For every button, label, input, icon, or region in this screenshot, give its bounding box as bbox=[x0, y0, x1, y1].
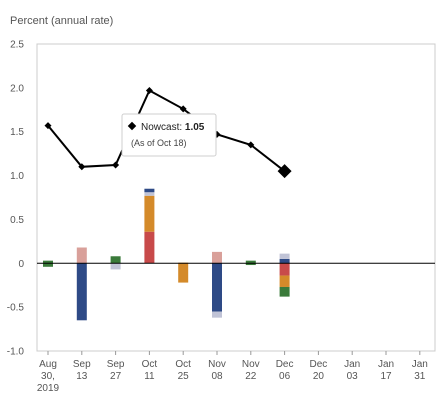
x-tick-label: Sep 27 bbox=[107, 359, 125, 382]
nowcast-tooltip: Nowcast: 1.05 (As of Oct 18) bbox=[121, 113, 217, 157]
tooltip-diamond-icon bbox=[127, 121, 137, 131]
x-tick-label: Jan 03 bbox=[344, 359, 360, 382]
y-tick-label: -1.0 bbox=[7, 347, 25, 358]
tooltip-label: Nowcast: bbox=[141, 122, 185, 133]
tooltip-subtitle: (As of Oct 18) bbox=[131, 138, 187, 148]
tooltip-value: 1.05 bbox=[185, 122, 205, 133]
bar-segment bbox=[110, 263, 121, 270]
x-tick-label: Dec 06 bbox=[276, 359, 294, 382]
x-tick-label: Jan 31 bbox=[412, 359, 428, 382]
x-tick-label: Sep 13 bbox=[73, 359, 91, 382]
line-point-marker bbox=[247, 141, 255, 149]
y-tick-label: -0.5 bbox=[7, 303, 25, 314]
y-tick-label: 2.5 bbox=[10, 40, 24, 51]
nowcast-line bbox=[47, 89, 286, 172]
bar-segment bbox=[279, 253, 290, 259]
bar-segment bbox=[76, 247, 87, 264]
y-tick-label: 1.0 bbox=[10, 171, 24, 182]
line-point-marker bbox=[145, 86, 153, 94]
tooltip-box bbox=[121, 113, 217, 157]
y-tick-label: 0 bbox=[18, 259, 24, 270]
tooltip-title: Nowcast: 1.05 bbox=[141, 122, 205, 133]
bar-segment bbox=[144, 188, 155, 193]
x-tick-label: Aug 30, 2019 bbox=[37, 359, 60, 394]
bar-segment bbox=[245, 260, 256, 264]
bar-segment bbox=[144, 195, 155, 232]
y-tick-label: 0.5 bbox=[10, 215, 24, 226]
bar-segment bbox=[144, 231, 155, 264]
nowcast-latest-marker[interactable] bbox=[277, 164, 292, 179]
bar-segment bbox=[279, 258, 290, 264]
bar-segment bbox=[43, 263, 53, 267]
bar-segment bbox=[144, 192, 155, 196]
plot-frame bbox=[36, 43, 436, 352]
bar-segment bbox=[110, 256, 121, 264]
bar-segment bbox=[43, 260, 53, 264]
x-tick-label: Dec 20 bbox=[310, 359, 328, 382]
line-point-marker bbox=[78, 163, 86, 171]
bar-segment bbox=[212, 251, 222, 264]
bar-segment bbox=[212, 311, 222, 318]
y-tick-label: 2.0 bbox=[10, 83, 24, 94]
line-point-marker bbox=[179, 105, 187, 113]
bar-segment bbox=[245, 263, 256, 266]
bar-segment bbox=[279, 263, 290, 276]
bar-segment bbox=[76, 263, 87, 321]
line-point-marker bbox=[112, 161, 120, 169]
bar-segment bbox=[178, 263, 189, 283]
x-tick-label: Nov 08 bbox=[208, 359, 226, 382]
y-axis-title: Percent (annual rate) bbox=[10, 15, 113, 27]
x-tick-label: Jan 17 bbox=[378, 359, 394, 382]
bar-segment bbox=[279, 275, 290, 287]
line-point-marker bbox=[44, 122, 52, 130]
x-tick-label: Nov 22 bbox=[242, 359, 260, 382]
x-tick-label: Oct 25 bbox=[175, 359, 191, 382]
x-tick-label: Oct 11 bbox=[142, 359, 158, 382]
bar-segment bbox=[212, 263, 222, 312]
y-tick-label: 1.5 bbox=[10, 127, 24, 138]
bar-segment bbox=[279, 286, 290, 297]
